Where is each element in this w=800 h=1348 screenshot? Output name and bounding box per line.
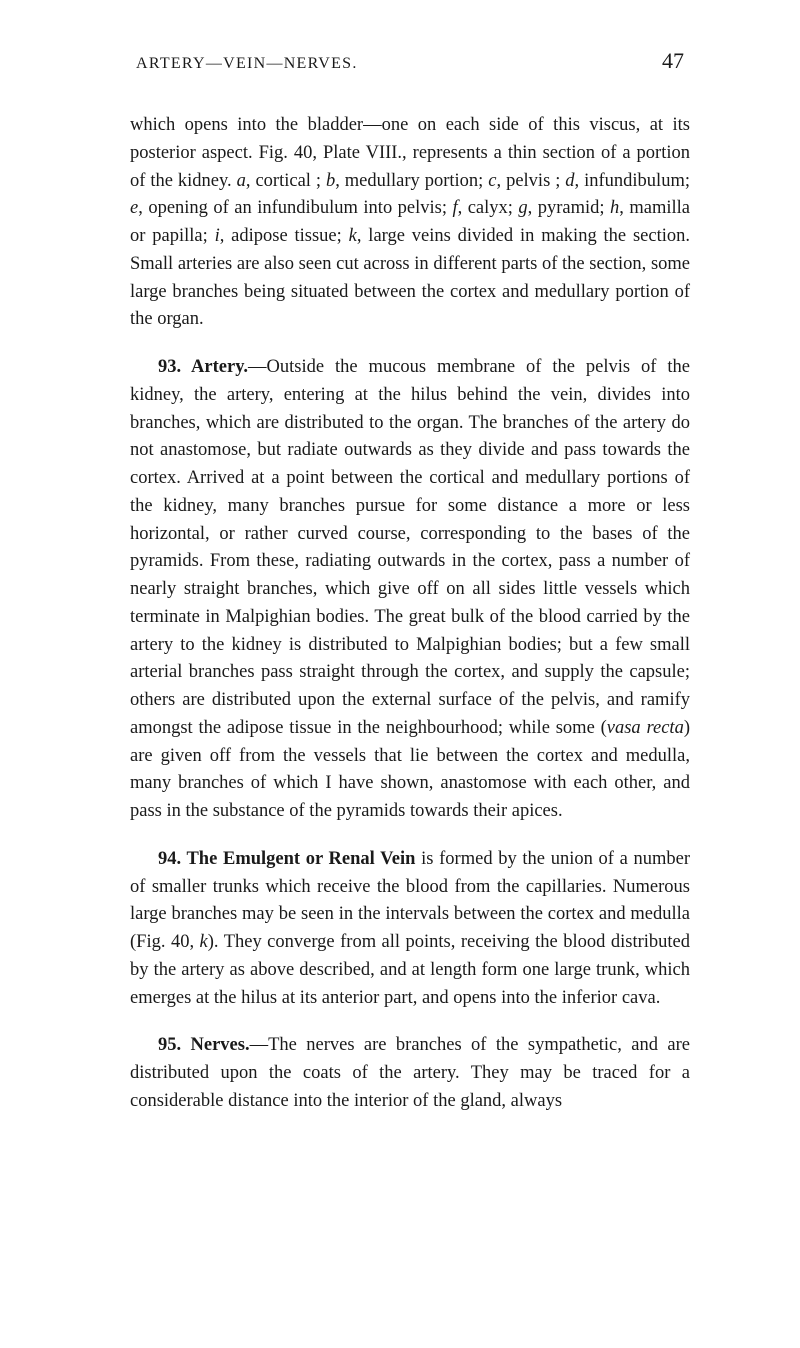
p2-body-pre: —Outside the mucous membrane of the pelv… <box>130 357 690 738</box>
p1-f-text: , calyx; <box>458 198 519 218</box>
header-title: ARTERY—VEIN—NERVES. <box>136 55 358 73</box>
letter-h-italic: h <box>610 198 619 218</box>
p1-i-text: , adipose tissue; <box>220 226 349 246</box>
p1-a-text: , cortical ; <box>246 171 326 191</box>
section-label-emulgent: The Emulgent or Renal Vein <box>181 849 415 869</box>
letter-d-italic: d <box>565 171 574 191</box>
page-number: 47 <box>662 48 684 74</box>
letter-c-italic: c <box>488 171 496 191</box>
letter-e-italic: e <box>130 198 138 218</box>
letter-g-italic: g <box>518 198 527 218</box>
section-93-artery: 93. Artery.—Outside the mucous membrane … <box>130 354 690 826</box>
vasa-recta-italic: vasa recta <box>607 718 684 738</box>
p1-g-text: , pyramid; <box>528 198 610 218</box>
section-number-95: 95. <box>158 1035 181 1055</box>
letter-a-italic: a <box>237 171 246 191</box>
page-header: ARTERY—VEIN—NERVES. 47 <box>130 48 690 74</box>
p1-b-text: , medullary portion; <box>335 171 488 191</box>
p1-c-text: , pelvis ; <box>497 171 566 191</box>
p3-body-post: ). They converge from all points, receiv… <box>130 932 690 1008</box>
section-number-94: 94. <box>158 849 181 869</box>
p1-d-text: , infundibulum; <box>575 171 690 191</box>
section-94-emulgent-vein: 94. The Emulgent or Renal Vein is formed… <box>130 846 690 1013</box>
paragraph-continuation: which opens into the bladder—one on each… <box>130 112 690 334</box>
section-label-artery: Artery. <box>181 357 248 377</box>
letter-k-italic: k <box>349 226 357 246</box>
section-number-93: 93. <box>158 357 181 377</box>
letter-b-italic: b <box>326 171 335 191</box>
letter-k-italic-2: k <box>200 932 208 952</box>
p1-e-text: , opening of an infundibulum into pelvis… <box>138 198 452 218</box>
section-95-nerves: 95. Nerves.—The nerves are branches of t… <box>130 1032 690 1115</box>
section-label-nerves: Nerves. <box>181 1035 249 1055</box>
